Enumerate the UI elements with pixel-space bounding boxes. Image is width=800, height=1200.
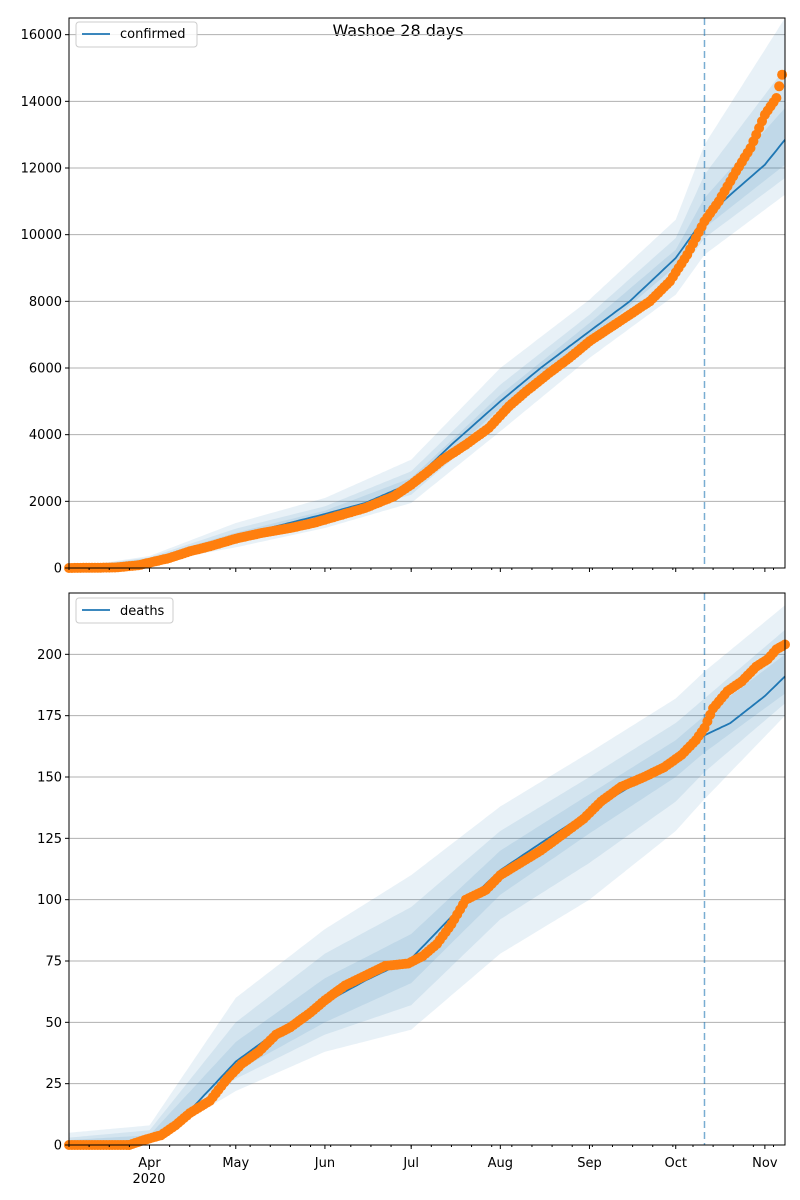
deaths-y-tick-label: 175 bbox=[37, 709, 62, 724]
confirmed-observed-point bbox=[771, 93, 782, 103]
deaths-y-tick-label: 25 bbox=[45, 1077, 62, 1092]
confirmed-observed-point bbox=[774, 81, 785, 92]
confirmed-legend: confirmed bbox=[75, 21, 198, 48]
x-tick-label: Oct bbox=[664, 1156, 686, 1171]
confirmed-observed-points bbox=[64, 69, 788, 573]
deaths-band-outer bbox=[69, 605, 785, 1145]
x-year-label: 2020 bbox=[132, 1172, 165, 1187]
deaths-gridlines bbox=[69, 653, 785, 1146]
deaths-legend-label: deaths bbox=[120, 604, 165, 619]
deaths-panel: 0 25 50 75 100 125 150 175 200 Apr May Jun Jul Aug Se… bbox=[37, 592, 790, 1187]
deaths-y-tick-label: 200 bbox=[37, 648, 62, 663]
x-tick-label: Sep bbox=[577, 1156, 602, 1171]
confirmed-panel: 0 2000 4000 6000 8000 10000 12000 14000 16000 co… bbox=[21, 17, 788, 577]
deaths-legend: deaths bbox=[75, 597, 174, 624]
deaths-y-tick-label: 50 bbox=[45, 1016, 62, 1031]
confirmed-y-tick-label: 12000 bbox=[21, 162, 62, 177]
confirmed-uncertainty-bands bbox=[69, 18, 785, 568]
confirmed-observed-point bbox=[777, 69, 788, 80]
deaths-band-mid bbox=[69, 629, 785, 1145]
x-tick-label: Jun bbox=[314, 1156, 335, 1171]
deaths-y-tick-label: 100 bbox=[37, 893, 62, 908]
confirmed-y-tick-label: 14000 bbox=[21, 95, 62, 110]
x-tick-label: Nov bbox=[752, 1156, 778, 1171]
confirmed-band-mid bbox=[69, 68, 785, 568]
confirmed-y-tick-label: 4000 bbox=[29, 428, 62, 443]
deaths-y-axis: 0 25 50 75 100 125 150 175 200 bbox=[37, 648, 69, 1154]
confirmed-y-tick-label: 16000 bbox=[21, 28, 62, 43]
confirmed-model-line bbox=[69, 139, 786, 569]
deaths-observed-points bbox=[64, 639, 790, 1150]
deaths-y-tick-label: 125 bbox=[37, 832, 62, 847]
confirmed-y-axis: 0 2000 4000 6000 8000 10000 12000 14000 16000 bbox=[21, 28, 69, 577]
confirmed-y-tick-label: 0 bbox=[54, 562, 62, 577]
confirmed-plot-frame bbox=[68, 17, 786, 569]
confirmed-y-tick-label: 2000 bbox=[29, 495, 62, 510]
confirmed-legend-label: confirmed bbox=[120, 27, 186, 42]
figure-title: Washoe 28 days bbox=[332, 21, 463, 40]
deaths-y-tick-label: 150 bbox=[37, 771, 62, 786]
x-tick-label: Jul bbox=[402, 1156, 419, 1171]
deaths-plot-frame bbox=[68, 592, 786, 1146]
confirmed-y-tick-label: 10000 bbox=[21, 228, 62, 243]
x-tick-label: Aug bbox=[488, 1156, 513, 1171]
confirmed-x-ticks bbox=[68, 568, 774, 572]
confirmed-y-tick-label: 6000 bbox=[29, 362, 62, 377]
confirmed-y-tick-label: 8000 bbox=[29, 295, 62, 310]
confirmed-band-inner bbox=[69, 108, 785, 568]
deaths-x-axis: Apr May Jun Jul Aug Sep Oct Nov bbox=[68, 1145, 778, 1171]
confirmed-gridlines bbox=[69, 34, 785, 569]
deaths-y-tick-label: 0 bbox=[54, 1139, 62, 1154]
x-tick-label: May bbox=[222, 1156, 249, 1171]
x-tick-label: Apr bbox=[138, 1156, 161, 1171]
deaths-y-tick-label: 75 bbox=[45, 955, 62, 970]
confirmed-band-outer bbox=[69, 18, 785, 568]
deaths-uncertainty-bands bbox=[69, 605, 785, 1145]
